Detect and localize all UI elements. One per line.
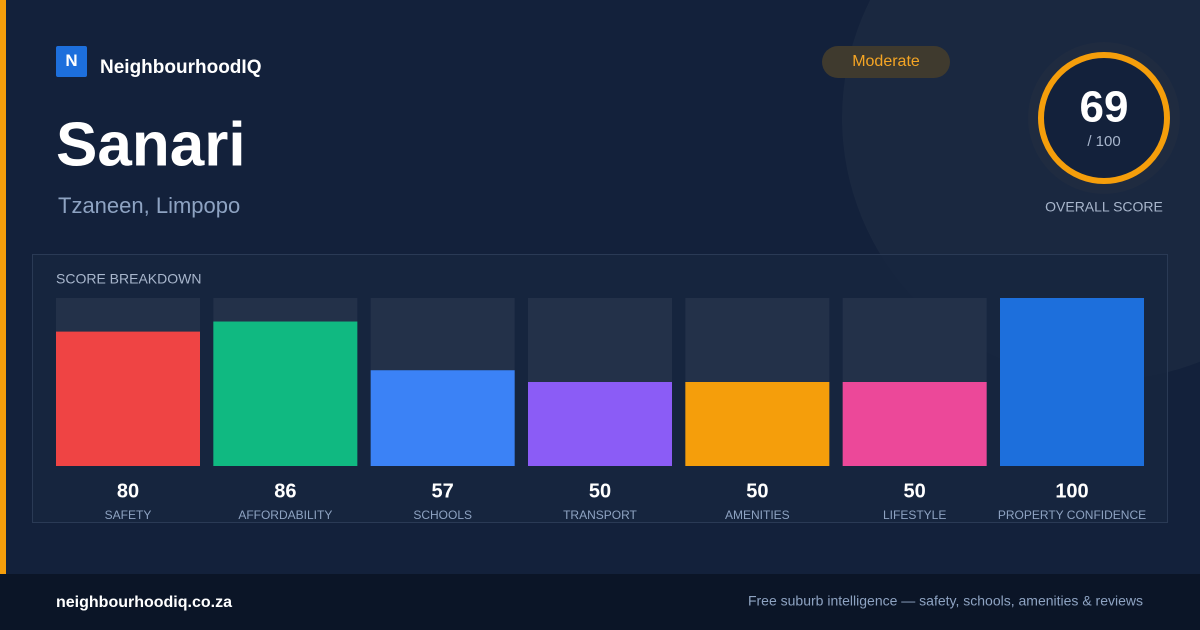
bar-value: 80	[117, 480, 139, 502]
bar-value: 50	[589, 480, 611, 502]
rating-badge	[822, 46, 950, 78]
bar-label: TRANSPORT	[563, 508, 637, 522]
overall-score: 69	[1080, 83, 1129, 132]
bar	[685, 382, 830, 466]
suburb-name: Sanari	[56, 110, 246, 179]
bar-value: 50	[746, 480, 768, 502]
brand-name: NeighbourhoodIQ	[100, 57, 261, 78]
score-ring	[1038, 52, 1170, 184]
bar-value: 86	[274, 480, 296, 502]
bar	[1000, 298, 1144, 466]
bar	[842, 382, 987, 466]
footer-site: neighbourhoodiq.co.za	[56, 594, 232, 611]
logo-letter: N	[65, 51, 77, 70]
bar-value: 57	[432, 480, 454, 502]
bar-label: LIFESTYLE	[883, 508, 946, 522]
rating-text: Moderate	[852, 53, 920, 70]
footer-tagline: Free suburb intelligence — safety, schoo…	[748, 593, 1143, 609]
breakdown-title: SCORE BREAKDOWN	[56, 271, 201, 287]
overall-label: OVERALL SCORE	[1045, 199, 1163, 215]
footer-bar	[0, 574, 1200, 630]
bar-label: AMENITIES	[725, 508, 790, 522]
score-max: / 100	[1087, 133, 1120, 150]
bar-value: 100	[1055, 480, 1088, 502]
bar-value: 50	[904, 480, 926, 502]
accent-stripe	[0, 0, 6, 574]
bar-label: SCHOOLS	[413, 508, 472, 522]
logo-box	[56, 46, 87, 77]
bar-label: SAFETY	[105, 508, 152, 522]
bar	[213, 321, 358, 466]
bar	[528, 382, 672, 466]
bar-label: AFFORDABILITY	[238, 508, 332, 522]
suburb-location: Tzaneen, Limpopo	[58, 193, 240, 218]
bar-label: PROPERTY CONFIDENCE	[998, 508, 1146, 522]
bar	[370, 370, 515, 466]
bar	[56, 331, 200, 466]
